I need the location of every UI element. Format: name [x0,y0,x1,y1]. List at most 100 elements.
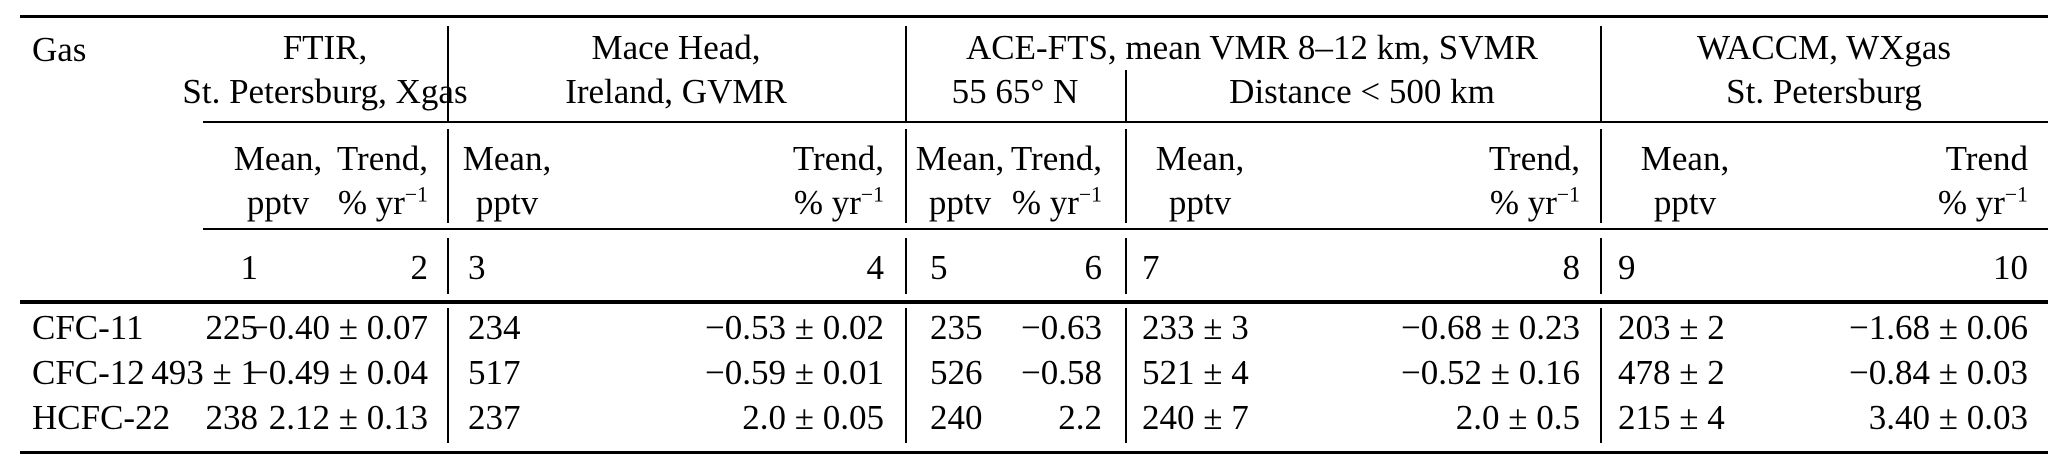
cell-value: 225 [205,308,259,347]
subheader-trend-col2: Trend, % yr−1 [337,137,428,225]
rule-under-group-headers [203,121,2048,123]
subheader-row: Mean, pptv Trend, % yr−1 Mean, pptv Tren… [0,123,2067,228]
column-number: 5 [930,248,948,287]
column-number: 1 [240,248,259,287]
trend-unit-sup: −1 [1078,182,1102,207]
cell-value: −0.68 ± 0.23 [1401,308,1580,347]
column-number: 7 [1142,248,1160,287]
cell-value: 234 [468,308,521,347]
group-waccm-line1: WACCM, WXgas [1696,28,1952,67]
cell-value: −0.84 ± 0.03 [1849,353,2028,392]
divider-col8-col9 [1600,238,1602,294]
group-macehead-line2: Ireland, GVMR [565,72,787,111]
trend-unit-sup: −1 [2004,182,2028,207]
cell-value: −0.58 [1021,353,1102,392]
divider-col6-col7 [1125,129,1127,223]
divider-col2-col3 [447,238,449,294]
divider-col4-col5 [905,238,907,294]
divider-macehead-acefts [905,26,907,122]
cell-value: 478 ± 2 [1618,353,1725,392]
mean-label: Mean, [915,139,1005,178]
table-row: HCFC-22 238 2.12 ± 0.13 237 2.0 ± 0.05 2… [0,398,2067,443]
trend-unit-base: % yr [1489,183,1557,222]
trend-unit: % yr−1 [338,181,428,225]
cell-value: 526 [930,353,983,392]
subheader-trend-col4: Trend, % yr−1 [793,137,884,225]
cell-value: 237 [468,398,521,437]
trend-unit: % yr−1 [1938,181,2028,225]
gas-name: CFC-12 [32,353,145,392]
cell-value: −1.68 ± 0.06 [1849,308,2028,347]
mean-label: Mean, [1155,139,1245,178]
trend-unit-base: % yr [1937,183,2005,222]
trend-unit-base: % yr [337,183,405,222]
cell-value: 215 ± 4 [1618,398,1725,437]
divider-ftir-macehead [447,26,449,122]
trend-unit-base: % yr [1011,183,1079,222]
group-ftir-line2: St. Petersburg, Xgas [182,72,468,111]
cell-value: −0.63 [1021,308,1102,347]
cell-value: 240 ± 7 [1142,398,1249,437]
column-number: 2 [410,248,429,287]
column-number: 8 [1562,248,1581,287]
group-ftir-line1: FTIR, [282,28,368,67]
mean-unit: pptv [1653,183,1717,222]
divider-col6-col7 [1125,308,1127,443]
divider-col4-col5 [905,308,907,443]
subheader-mean-col1: Mean, pptv [234,137,322,225]
data-section: CFC-11 225 −0.40 ± 0.07 234 −0.53 ± 0.02… [0,304,2067,451]
cell-value: −0.49 ± 0.04 [249,353,428,392]
column-number: 6 [1084,248,1103,287]
divider-acefts-subgroups [1125,70,1127,122]
cell-value: 233 ± 3 [1142,308,1249,347]
cell-value: 517 [468,353,521,392]
group-acefts-sub-distance: Distance < 500 km [1229,72,1495,111]
cell-value: 240 [930,398,983,437]
cell-value: −0.59 ± 0.01 [705,353,884,392]
group-waccm-line2: St. Petersburg [1726,72,1922,111]
cell-value: 203 ± 2 [1618,308,1725,347]
column-number: 9 [1618,248,1636,287]
cell-value: 238 [205,398,259,437]
group-macehead-line1: Mace Head, [591,28,761,67]
table-row: CFC-12 493 ± 1 −0.49 ± 0.04 517 −0.59 ± … [0,353,2067,398]
mean-label: Mean, [233,139,323,178]
trend-unit: % yr−1 [794,181,884,225]
divider-col8-col9 [1600,129,1602,223]
table-row: CFC-11 225 −0.40 ± 0.07 234 −0.53 ± 0.02… [0,308,2067,353]
trend-label: Trend, [336,139,428,178]
mean-unit: pptv [475,183,539,222]
subheader-trend-col8: Trend, % yr−1 [1489,137,1580,225]
cell-value: 235 [930,308,983,347]
trend-unit-sup: −1 [404,182,428,207]
mean-unit: pptv [1168,183,1232,222]
divider-acefts-waccm [1600,26,1602,122]
mean-label: Mean, [462,139,552,178]
mean-unit: pptv [246,183,310,222]
gas-column-header: Gas [32,30,87,69]
trend-unit: % yr−1 [1490,181,1580,225]
group-header-row: Gas FTIR, St. Petersburg, Xgas Mace Head… [0,20,2067,122]
rule-top [20,15,2048,18]
gas-name: CFC-11 [32,308,144,347]
divider-col4-col5 [905,129,907,223]
cell-value: −0.52 ± 0.16 [1401,353,1580,392]
cell-value: −0.40 ± 0.07 [249,308,428,347]
subheader-mean-col9: Mean, pptv [1641,137,1729,225]
cell-value: 493 ± 1 [151,353,258,392]
trend-unit-sup: −1 [1556,182,1580,207]
group-acefts-sub-latitude: 55 65° N [951,72,1079,111]
rule-above-data [20,300,2048,304]
trend-unit: % yr−1 [1012,181,1102,225]
subheader-mean-col3: Mean, pptv [463,137,551,225]
cell-value: 2.0 ± 0.05 [742,398,884,437]
trend-label: Trend [1945,139,2028,178]
cell-value: −0.53 ± 0.02 [705,308,884,347]
divider-col2-col3 [447,129,449,223]
trend-unit-sup: −1 [860,182,884,207]
cell-value: 3.40 ± 0.03 [1868,398,2028,437]
mean-label: Mean, [1640,139,1730,178]
rule-bottom [20,451,2048,454]
mean-unit: pptv [928,183,992,222]
